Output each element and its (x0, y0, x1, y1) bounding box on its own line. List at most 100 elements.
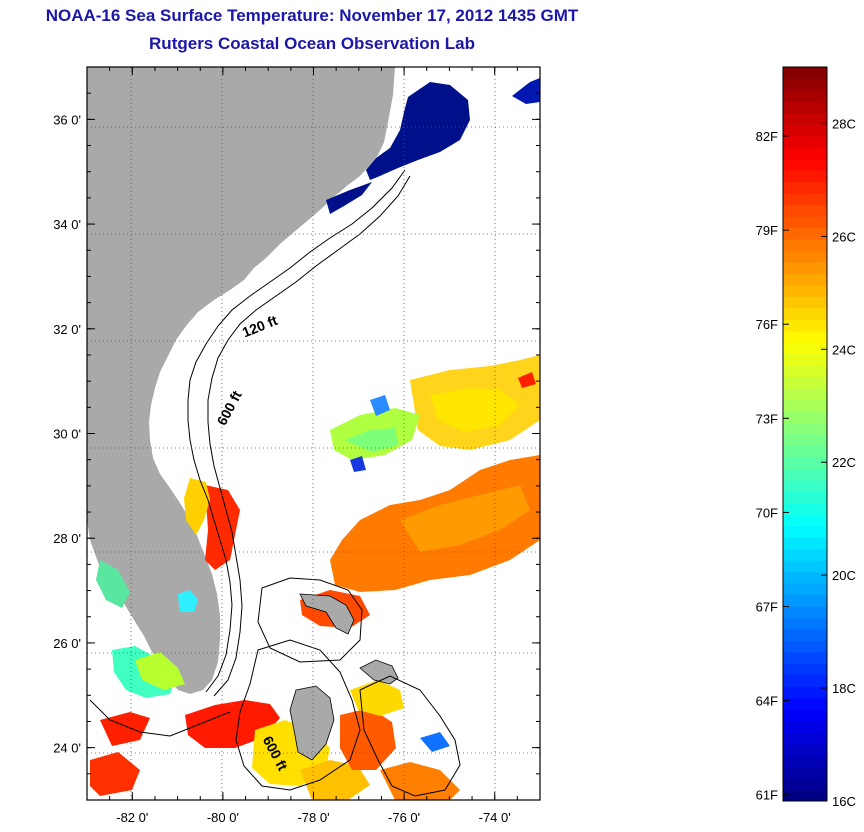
colorbar-fahrenheit-label: 61F (756, 788, 778, 803)
colorbar-band (783, 720, 827, 733)
lat-tick-label: 30 0' (53, 427, 81, 442)
colorbar-band (783, 778, 827, 791)
contour-120ft (187, 169, 406, 693)
contour-bahamas-south (235, 639, 361, 791)
colorbar-band (783, 399, 827, 412)
colorbar-band (783, 617, 827, 630)
colorbar-band (783, 296, 827, 309)
colorbar-fahrenheit-label: 70F (756, 505, 778, 520)
colorbar-fahrenheit-label: 67F (756, 600, 778, 615)
colorbar-band (783, 583, 827, 596)
colorbar-fahrenheit-label: 64F (756, 694, 778, 709)
colorbar-celsius-label: 18C (832, 681, 856, 696)
chesapeake-sst (512, 78, 540, 104)
colorbar-band (783, 284, 827, 297)
colorbar-band (783, 743, 827, 756)
lat-tick-label: 26 0' (53, 636, 81, 651)
colorbar-band (783, 697, 827, 710)
colorbar-band (783, 594, 827, 607)
colorbar-band (783, 376, 827, 389)
colorbar-band (783, 537, 827, 550)
bahamas-island-eleuthera (359, 659, 399, 685)
mainland-landmass (87, 67, 395, 694)
colorbar-fahrenheit-label: 79F (756, 223, 778, 238)
colorbar-band (783, 158, 827, 171)
colorbar-fahrenheit-label: 76F (756, 317, 778, 332)
contour-bahamas-east (359, 675, 461, 797)
latitude-axis: 24 0' 26 0' 28 0' 30 0' 32 0' 34 0' 36 0' (53, 66, 540, 801)
contour-600ft-bahamas (257, 577, 363, 663)
contour-600ft (207, 175, 411, 697)
bahamas-island-andros (289, 685, 335, 761)
colorbar-band (783, 250, 827, 263)
colorbar-band (783, 514, 827, 527)
figure-subtitle: Rutgers Coastal Ocean Observation Lab (149, 34, 475, 53)
colorbar-band (783, 789, 827, 802)
colorbar-band (783, 78, 827, 91)
lon-tick-label: -82 0' (116, 810, 148, 825)
colorbar-band (783, 456, 827, 469)
figure-title: NOAA-16 Sea Surface Temperature: Novembe… (45, 6, 579, 25)
colorbar-band (783, 606, 827, 618)
colorbar-band (783, 411, 827, 424)
colorbar-band (783, 330, 827, 343)
colorbar-band (783, 674, 827, 687)
colorbar-band (783, 548, 827, 561)
colorbar-band (783, 273, 827, 286)
colorbar-band (783, 89, 827, 102)
colorbar-band (783, 353, 827, 366)
colorbar-band (783, 342, 827, 355)
lon-tick-label: -78 0' (297, 810, 329, 825)
colorbar-band (783, 640, 827, 653)
lat-tick-label: 28 0' (53, 531, 81, 546)
colorbar-fahrenheit-label: 82F (756, 129, 778, 144)
lon-tick-label: -80 0' (207, 810, 239, 825)
colorbar-band (783, 135, 827, 148)
colorbar-celsius-label: 20C (832, 568, 856, 583)
colorbar-fahrenheit-label: 73F (756, 411, 778, 426)
colorbar-bands (782, 66, 828, 802)
colorbar-band (783, 227, 827, 240)
colorbar-band (783, 445, 827, 458)
colorbar-band (783, 525, 827, 538)
lat-tick-label: 32 0' (53, 322, 81, 337)
colorbar-band (783, 628, 827, 641)
lat-tick-label: 34 0' (53, 217, 81, 232)
longitude-axis: -82 0' -80 0' -78 0' -76 0' -74 0' (86, 67, 541, 825)
colorbar-labels: 16C 18C 20C 22C 24C 26C 28C 61F 64F 67F 70F 73F 76F 7… (756, 116, 856, 809)
colorbar-band (783, 766, 827, 779)
colorbar-band (783, 307, 827, 320)
colorbar-band (783, 216, 827, 229)
colorbar-celsius-label: 26C (832, 229, 856, 244)
lat-tick-label: 36 0' (53, 112, 81, 127)
colorbar-band (783, 67, 827, 79)
colorbar-band (783, 434, 827, 446)
colorbar-band (783, 204, 827, 217)
colorbar-celsius-label: 24C (832, 342, 856, 357)
outer-banks (395, 94, 476, 184)
colorbar-band (783, 170, 827, 183)
lon-tick-label: -76 0' (388, 810, 420, 825)
colorbar-band (783, 560, 827, 573)
nc-coast-sst (326, 182, 372, 214)
colorbar-band (783, 261, 827, 274)
contour-keys (89, 699, 231, 737)
colorbar-band (783, 571, 827, 584)
colorbar-celsius-label: 22C (832, 455, 856, 470)
colorbar-band (783, 479, 827, 492)
colorbar-band (783, 663, 827, 676)
colorbar-band (783, 101, 827, 114)
colorbar-band (783, 147, 827, 160)
colorbar-band (783, 239, 827, 251)
colorbar-band (783, 181, 827, 194)
colorbar-band (783, 193, 827, 206)
colorbar-celsius-label: 16C (832, 794, 856, 809)
colorbar-band (783, 732, 827, 745)
lon-tick-label: -74 0' (479, 810, 511, 825)
colorbar-band (783, 388, 827, 401)
colorbar-band (783, 319, 827, 332)
colorbar-outline (782, 66, 828, 802)
colorbar-band (783, 502, 827, 515)
